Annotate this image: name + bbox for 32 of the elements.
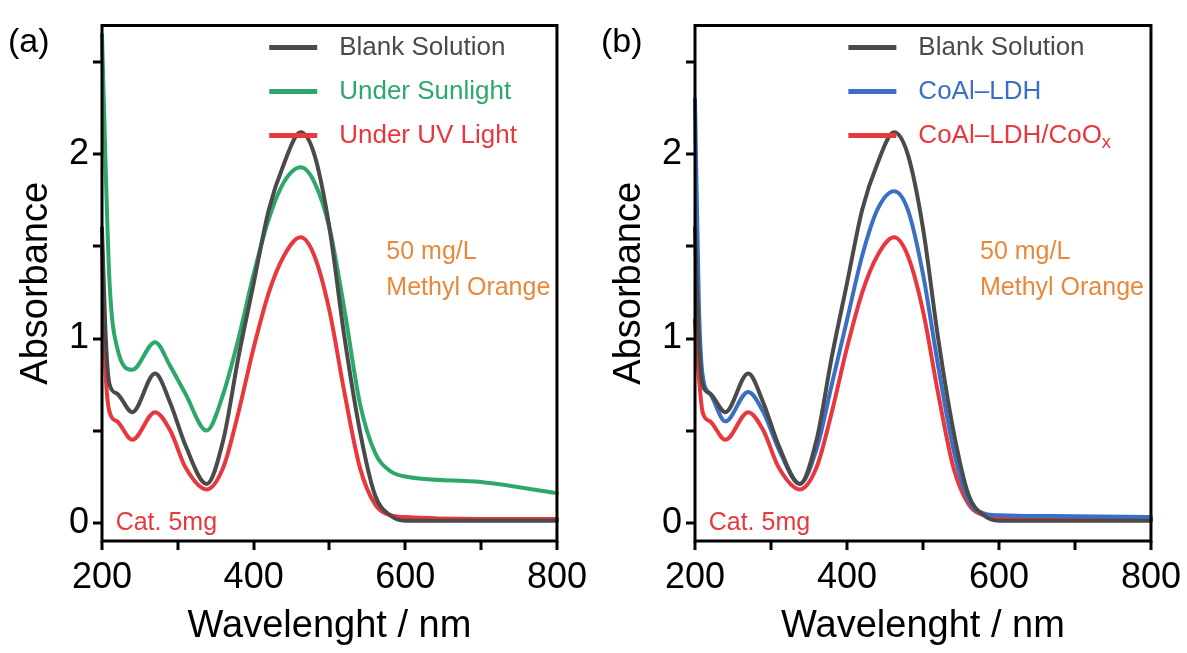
- y-tick-label: 1: [68, 315, 89, 357]
- x-tick-label: 800: [526, 554, 588, 596]
- x-tick-label: 200: [664, 554, 726, 596]
- legend-label: Under Sunlight: [339, 74, 512, 105]
- x-tick-label: 800: [1120, 554, 1182, 596]
- line-series: [100, 32, 559, 496]
- y-tick-label: 2: [68, 131, 89, 173]
- annotation: Cat. 5mg: [708, 506, 811, 535]
- x-tick-label: 600: [375, 554, 436, 596]
- x-tick-label: 400: [816, 554, 878, 596]
- x-axis-title: Wavelenght / nm: [187, 602, 472, 645]
- legend-label: Blank Solution: [339, 30, 506, 61]
- legend-label: Blank Solution: [918, 30, 1085, 61]
- y-tick-label: 2: [661, 131, 682, 173]
- chart-title: (a): [8, 21, 50, 59]
- x-axis-title: Wavelenght / nm: [781, 602, 1065, 645]
- y-tick-label: 1: [661, 315, 682, 357]
- chart-title: (b): [601, 21, 643, 59]
- annotation: Cat. 5mg: [115, 506, 218, 535]
- legend-label: CoAl–LDH: [918, 74, 1042, 105]
- annotation: 50 mg/L: [386, 236, 477, 265]
- annotation: Methyl Orange: [979, 272, 1144, 301]
- x-tick-label: 600: [968, 554, 1030, 596]
- x-tick-label: 400: [223, 554, 284, 596]
- legend-label: Under UV Light: [339, 118, 518, 149]
- y-tick-label: 0: [68, 499, 89, 541]
- y-tick-label: 0: [661, 499, 682, 541]
- y-axis-title: Absorbance: [606, 181, 649, 385]
- annotation: Methyl Orange: [386, 272, 551, 301]
- y-axis-title: Absorbance: [13, 181, 56, 385]
- x-tick-label: 200: [71, 554, 133, 596]
- annotation: 50 mg/L: [979, 236, 1071, 265]
